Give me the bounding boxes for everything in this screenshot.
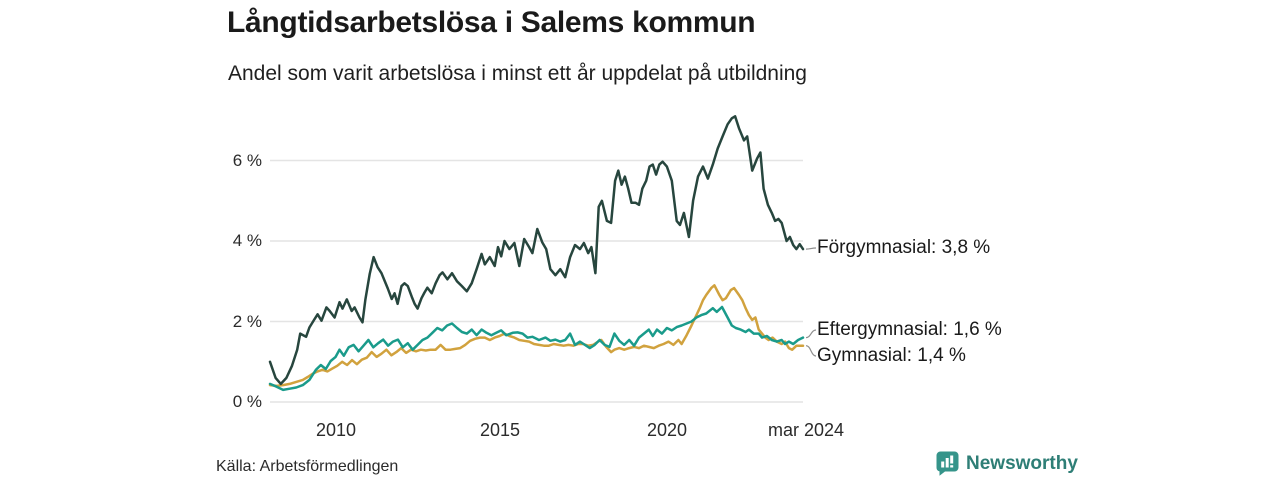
- bar-chart-badge-icon: [936, 451, 959, 476]
- line-eftergymnasial: [268, 305, 805, 392]
- x-axis-tick-label: 2015: [479, 420, 521, 440]
- newsworthy-logo: Newsworthy: [936, 451, 1078, 476]
- y-axis-tick-label: 6 %: [232, 151, 262, 170]
- chart-subtitle: Andel som varit arbetslösa i minst ett å…: [228, 62, 807, 85]
- x-axis-tick-label: 2020: [646, 420, 688, 440]
- x-axis-tick-label: 2010: [315, 420, 357, 440]
- label-connector-gymnasial: [805, 345, 817, 357]
- series-end-label-forgymnasial: Förgymnasial: 3,8 %: [817, 237, 991, 258]
- y-axis-tick-label: 0 %: [232, 392, 262, 411]
- y-axis-tick-label: 4 %: [232, 231, 262, 250]
- source-note: Källa: Arbetsförmedlingen: [216, 458, 399, 475]
- y-axis-tick-label: 2 %: [232, 312, 262, 331]
- series-end-label-eftergymnasial: Eftergymnasial: 1,6 %: [817, 319, 1002, 340]
- label-connector-förgymnasial: [805, 247, 817, 250]
- newsworthy-wordmark: Newsworthy: [966, 452, 1078, 474]
- label-connector-eftergymnasial: [805, 329, 817, 339]
- line-förgymnasial: [268, 115, 805, 386]
- line-gymnasial: [268, 284, 805, 388]
- page-title: Långtidsarbetslösa i Salems kommun: [227, 6, 756, 39]
- x-axis-tick-label: mar 2024: [767, 420, 845, 440]
- gridlines: [270, 159, 803, 403]
- plot-svg: [268, 115, 817, 403]
- series-end-label-gymnasial: Gymnasial: 1,4 %: [817, 345, 966, 366]
